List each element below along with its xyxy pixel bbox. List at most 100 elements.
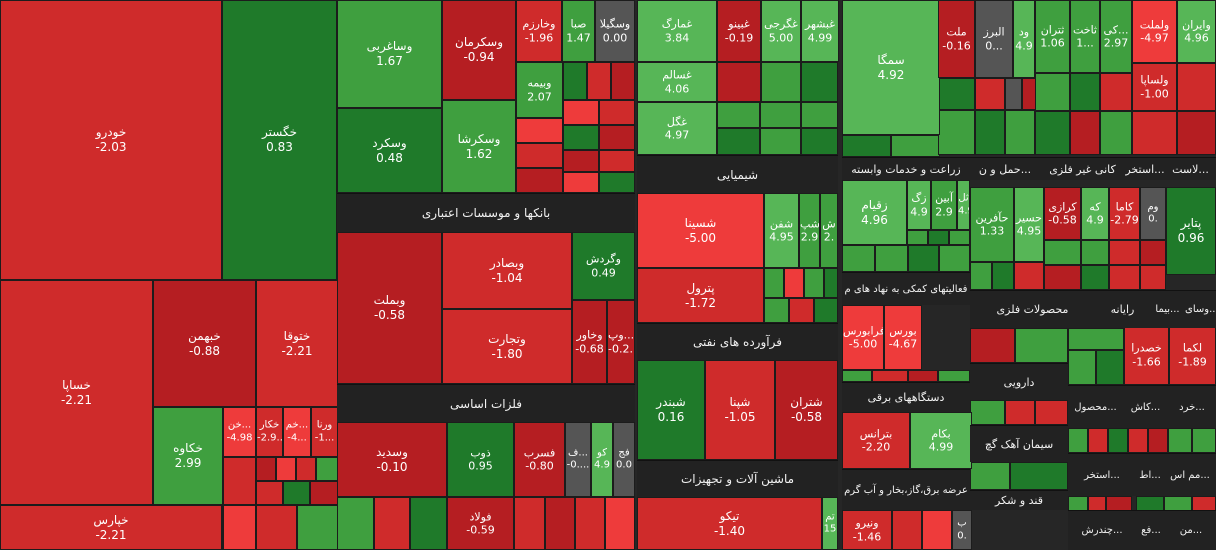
minor-stock-tile[interactable] <box>1177 63 1216 111</box>
stock-tile[interactable]: وبملت -0.58 <box>337 232 442 384</box>
minor-stock-tile[interactable] <box>922 510 952 550</box>
minor-stock-tile[interactable] <box>938 370 970 382</box>
stock-tile[interactable]: سمگا 4.92 <box>842 0 940 135</box>
minor-stock-tile[interactable] <box>1044 240 1081 265</box>
minor-stock-tile[interactable] <box>410 497 447 550</box>
stock-tile[interactable]: غبینو -0.19 <box>717 0 761 62</box>
minor-stock-tile[interactable] <box>1128 428 1148 453</box>
stock-tile[interactable]: کاما -2.79 <box>1109 187 1140 240</box>
stock-tile[interactable]: ف... -0.... <box>565 422 591 497</box>
stock-tile[interactable]: فج 0.0 <box>613 422 635 497</box>
minor-stock-tile[interactable] <box>875 245 908 272</box>
minor-stock-tile[interactable] <box>545 497 575 550</box>
stock-tile[interactable]: غبشهر 4.99 <box>801 0 839 62</box>
minor-stock-tile[interactable] <box>975 110 1005 155</box>
minor-stock-tile[interactable] <box>1140 240 1166 265</box>
minor-stock-tile[interactable] <box>256 481 283 505</box>
minor-stock-tile[interactable] <box>1010 462 1068 490</box>
minor-stock-tile[interactable] <box>1081 240 1109 265</box>
stock-tile[interactable]: شسینا -5.00 <box>637 193 764 268</box>
minor-stock-tile[interactable] <box>599 125 635 150</box>
minor-stock-tile[interactable] <box>892 510 922 550</box>
minor-stock-tile[interactable] <box>1005 78 1022 110</box>
stock-tile[interactable]: کی... 2.97 <box>1100 0 1132 73</box>
minor-stock-tile[interactable] <box>1140 265 1166 290</box>
minor-stock-tile[interactable] <box>824 268 838 298</box>
stock-tile[interactable]: وخاور -0.68 <box>572 300 607 384</box>
minor-stock-tile[interactable] <box>563 100 599 125</box>
stock-tile[interactable]: غمارگ 3.84 <box>637 0 717 62</box>
minor-stock-tile[interactable] <box>1109 240 1140 265</box>
stock-tile[interactable]: خگستر 0.83 <box>222 0 337 280</box>
minor-stock-tile[interactable] <box>599 172 635 193</box>
minor-stock-tile[interactable] <box>516 168 563 193</box>
stock-tile[interactable]: خساپا -2.21 <box>0 280 153 505</box>
stock-tile[interactable]: آبین 2.9 <box>931 180 957 230</box>
stock-tile[interactable]: البرز 0... <box>975 0 1013 78</box>
stock-tile[interactable]: ختوقا -2.21 <box>256 280 338 407</box>
minor-stock-tile[interactable] <box>1022 78 1036 110</box>
stock-tile[interactable]: خپارس -2.21 <box>0 505 222 550</box>
stock-tile[interactable]: خم... -4... <box>283 407 311 457</box>
stock-tile[interactable]: بکام 4.99 <box>910 412 972 469</box>
stock-tile[interactable]: غگل 4.97 <box>637 102 717 155</box>
minor-stock-tile[interactable] <box>297 505 338 550</box>
stock-tile[interactable]: ذوب 0.95 <box>447 422 514 497</box>
minor-stock-tile[interactable] <box>563 62 587 100</box>
minor-stock-tile[interactable] <box>1081 265 1109 290</box>
stock-tile[interactable]: کو 4.9 <box>591 422 613 497</box>
minor-stock-tile[interactable] <box>563 172 599 193</box>
minor-stock-tile[interactable] <box>563 150 599 172</box>
minor-stock-tile[interactable] <box>928 230 949 245</box>
stock-tile[interactable]: خن... -4.98 <box>223 407 256 457</box>
minor-stock-tile[interactable] <box>970 462 1010 490</box>
minor-stock-tile[interactable] <box>1035 111 1070 155</box>
stock-tile[interactable]: شبندر 0.16 <box>637 360 705 460</box>
stock-tile[interactable]: پترول -1.72 <box>637 268 764 323</box>
minor-stock-tile[interactable] <box>1068 328 1124 350</box>
minor-stock-tile[interactable] <box>1192 428 1216 453</box>
minor-stock-tile[interactable] <box>1132 111 1177 155</box>
minor-stock-tile[interactable] <box>223 457 256 505</box>
stock-tile[interactable]: ولساپا -1.00 <box>1132 63 1177 111</box>
minor-stock-tile[interactable] <box>563 125 599 150</box>
minor-stock-tile[interactable] <box>256 505 297 550</box>
stock-tile[interactable]: خکار-2.9... <box>256 407 283 457</box>
minor-stock-tile[interactable] <box>1177 111 1216 155</box>
stock-tile[interactable]: وبصادر -1.04 <box>442 232 572 309</box>
minor-stock-tile[interactable] <box>1014 262 1044 290</box>
minor-stock-tile[interactable] <box>891 135 940 157</box>
stock-tile[interactable]: ورنا -1... <box>311 407 338 457</box>
minor-stock-tile[interactable] <box>374 497 410 550</box>
minor-stock-tile[interactable] <box>1096 350 1124 385</box>
minor-stock-tile[interactable] <box>801 62 838 102</box>
minor-stock-tile[interactable] <box>316 457 338 481</box>
stock-tile[interactable]: ثتران 1.06 <box>1035 0 1070 73</box>
minor-stock-tile[interactable] <box>939 245 970 272</box>
stock-tile[interactable]: کرازی -0.58 <box>1044 187 1081 240</box>
minor-stock-tile[interactable] <box>717 128 760 155</box>
stock-tile[interactable]: وبیمه 2.07 <box>516 62 563 118</box>
minor-stock-tile[interactable] <box>804 268 824 298</box>
stock-tile[interactable]: وتجارت -1.80 <box>442 309 572 384</box>
minor-stock-tile[interactable] <box>801 102 838 128</box>
minor-stock-tile[interactable] <box>611 62 635 100</box>
stock-tile[interactable]: شپنا -1.05 <box>705 360 775 460</box>
minor-stock-tile[interactable] <box>575 497 605 550</box>
stock-tile[interactable]: وپ...-0.2... <box>607 300 635 384</box>
minor-stock-tile[interactable] <box>784 268 804 298</box>
minor-stock-tile[interactable] <box>599 150 635 172</box>
stock-tile[interactable]: خبهمن -0.88 <box>153 280 256 407</box>
minor-stock-tile[interactable] <box>872 370 908 382</box>
minor-stock-tile[interactable] <box>599 100 635 125</box>
stock-tile[interactable]: خکاوه 2.99 <box>153 407 223 505</box>
minor-stock-tile[interactable] <box>1100 73 1132 111</box>
minor-stock-tile[interactable] <box>337 497 374 550</box>
stock-tile[interactable]: ونیرو -1.46 <box>842 510 892 550</box>
minor-stock-tile[interactable] <box>223 505 256 550</box>
minor-stock-tile[interactable] <box>514 497 545 550</box>
minor-stock-tile[interactable] <box>1088 428 1108 453</box>
minor-stock-tile[interactable] <box>283 481 310 505</box>
stock-tile[interactable]: خودرو -2.03 <box>0 0 222 280</box>
minor-stock-tile[interactable] <box>296 457 316 481</box>
